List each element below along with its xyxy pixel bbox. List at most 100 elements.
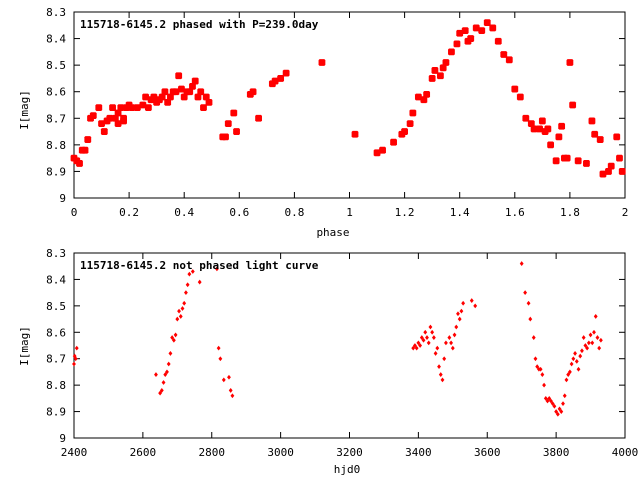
unphased-plot-data-point bbox=[433, 351, 438, 356]
phased-plot-data-point bbox=[172, 88, 180, 96]
phased-plot-data-point bbox=[191, 77, 199, 85]
unphased-plot-data-point bbox=[542, 382, 546, 388]
phased-plot-data-point bbox=[120, 117, 127, 125]
unphased-plot-data-point bbox=[564, 377, 569, 383]
unphased-plot-data-point bbox=[592, 329, 596, 335]
phased-plot-y-tick-label: 8.9 bbox=[46, 165, 66, 178]
unphased-plot-y-tick-label: 8.8 bbox=[46, 379, 66, 392]
phased-plot-data-point bbox=[89, 112, 97, 120]
unphased-plot-data-point bbox=[574, 358, 579, 364]
phased-plot-data-point bbox=[420, 96, 428, 104]
phased-plot-data-point bbox=[569, 101, 577, 109]
phased-plot-y-axis: 8.3 8.4 8.5 8.6 8.7 8.8 8.9 9 bbox=[46, 6, 625, 205]
phased-plot-data-point bbox=[114, 109, 122, 117]
phased-plot-data-point bbox=[448, 48, 455, 56]
phased-plot-y-tick-label: 8.4 bbox=[46, 33, 66, 46]
unphased-plot-data-point bbox=[178, 314, 183, 319]
phased-plot-data-point bbox=[200, 104, 207, 112]
phased-plot-data-point bbox=[467, 35, 475, 42]
phased-plot-data-point bbox=[505, 56, 513, 64]
unphased-plot-data-point bbox=[549, 398, 553, 404]
phased-plot-data-point bbox=[406, 120, 414, 127]
phased-plot-data-point bbox=[95, 104, 103, 112]
phased-plot-data-point bbox=[489, 24, 497, 32]
phased-plot-x-tick-label: 2 bbox=[622, 206, 629, 219]
phased-plot-data-point bbox=[230, 109, 238, 117]
phased-plot-y-tick-label: 9 bbox=[59, 192, 66, 205]
unphased-plot-x-tick-label: 3000 bbox=[267, 446, 294, 459]
unphased-plot-data-point bbox=[197, 279, 202, 285]
phased-plot-y-tick-label: 8.8 bbox=[46, 139, 66, 152]
unphased-plot-x-tick-label: 3400 bbox=[405, 446, 432, 459]
unphased-plot-data-point bbox=[450, 345, 455, 351]
unphased-plot-data-point bbox=[598, 337, 603, 343]
unphased-plot-data-point bbox=[456, 311, 460, 317]
phased-plot-x-tick-label: 1 bbox=[346, 206, 353, 219]
unphased-plot-data-point bbox=[567, 369, 572, 375]
unphased-plot-data-point bbox=[442, 356, 447, 362]
phased-plot-data-point bbox=[76, 160, 83, 167]
unphased-plot-data-point bbox=[228, 388, 233, 393]
phased-plot-data-point bbox=[142, 93, 150, 101]
unphased-plot-data-point bbox=[533, 356, 538, 362]
phased-plot-data-point bbox=[478, 27, 486, 34]
unphased-plot-x-axis: 2400 2600 2800 3000 3200 3400 3600 3800 4000 bbox=[61, 253, 639, 459]
phased-plot-y-tick-label: 8.6 bbox=[46, 86, 66, 99]
unphased-plot-data-point bbox=[154, 372, 158, 377]
unphased-plot-y-tick-label: 8.9 bbox=[46, 406, 66, 419]
phased-plot-data-point bbox=[552, 157, 560, 165]
unphased-plot-data-point bbox=[438, 372, 443, 377]
phased-plot-data-point bbox=[483, 19, 491, 27]
phased-plot-data-point bbox=[596, 136, 604, 143]
phased-plot-data-point bbox=[144, 104, 152, 112]
unphased-plot-y-tick-label: 8.7 bbox=[46, 353, 66, 366]
unphased-plot-data-point bbox=[555, 411, 560, 417]
unphased-plot-x-tick-label: 2400 bbox=[61, 446, 88, 459]
phased-plot-data-point bbox=[516, 93, 524, 101]
unphased-plot-data-point bbox=[440, 377, 445, 383]
phased-plot-data-point bbox=[401, 128, 408, 135]
phased-plot-data-point bbox=[175, 72, 183, 80]
phased-plot-x-tick-label: 0 bbox=[71, 206, 78, 219]
phased-plot-data-point bbox=[511, 85, 519, 93]
unphased-plot-y-label: I[mag] bbox=[18, 326, 31, 366]
unphased-plot-data-point bbox=[569, 361, 574, 367]
unphased-plot-y-tick-label: 8.5 bbox=[46, 300, 66, 313]
unphased-plot-x-tick-label: 4000 bbox=[612, 446, 639, 459]
phased-plot-data-point bbox=[222, 133, 229, 141]
unphased-plot-x-label: hjd0 bbox=[334, 463, 361, 476]
phased-plot-data-point bbox=[558, 122, 566, 130]
unphased-plot-data-point bbox=[543, 395, 548, 401]
phased-plot-data-point bbox=[530, 125, 538, 133]
phased-plot-data-point bbox=[318, 59, 326, 66]
unphased-plot-data-point bbox=[528, 316, 533, 322]
phased-plot-data-point bbox=[574, 157, 582, 165]
phased-plot-data-point bbox=[605, 168, 612, 175]
phased-plot-data-point bbox=[591, 130, 599, 138]
phased-plot-data-point bbox=[133, 104, 141, 112]
phased-plot-data-point bbox=[186, 88, 194, 96]
unphased-plot-data-point bbox=[161, 380, 166, 385]
phased-plot-x-tick-label: 1.4 bbox=[450, 206, 470, 219]
unphased-plot-data-point bbox=[426, 340, 431, 346]
unphased-plot-data-point bbox=[562, 393, 567, 399]
unphased-plot-data-point bbox=[425, 335, 429, 340]
phased-plot-data-point bbox=[277, 75, 285, 82]
phased-plot-data-point bbox=[167, 93, 174, 101]
phased-plot-x-tick-label: 1.8 bbox=[560, 206, 580, 219]
unphased-plot-data-point bbox=[459, 308, 464, 314]
phased-plot-data-point bbox=[150, 93, 158, 101]
unphased-plot-data-point bbox=[583, 343, 588, 348]
unphased-plot-data-point bbox=[218, 356, 223, 362]
unphased-plot-data-point bbox=[230, 393, 235, 399]
phased-plot-data-point bbox=[197, 88, 205, 96]
phased-plot-data-point bbox=[224, 120, 232, 127]
phased-plot-x-label: phase bbox=[316, 226, 349, 239]
unphased-plot-data-point bbox=[578, 353, 583, 359]
unphased-plot-data-point bbox=[171, 337, 176, 343]
phased-plot-data-point bbox=[106, 114, 114, 122]
unphased-plot-data-point bbox=[526, 300, 531, 306]
phased-plot-data-point bbox=[205, 98, 213, 106]
phased-plot-data-point bbox=[456, 29, 464, 37]
unphased-plot-data-point bbox=[73, 356, 78, 362]
